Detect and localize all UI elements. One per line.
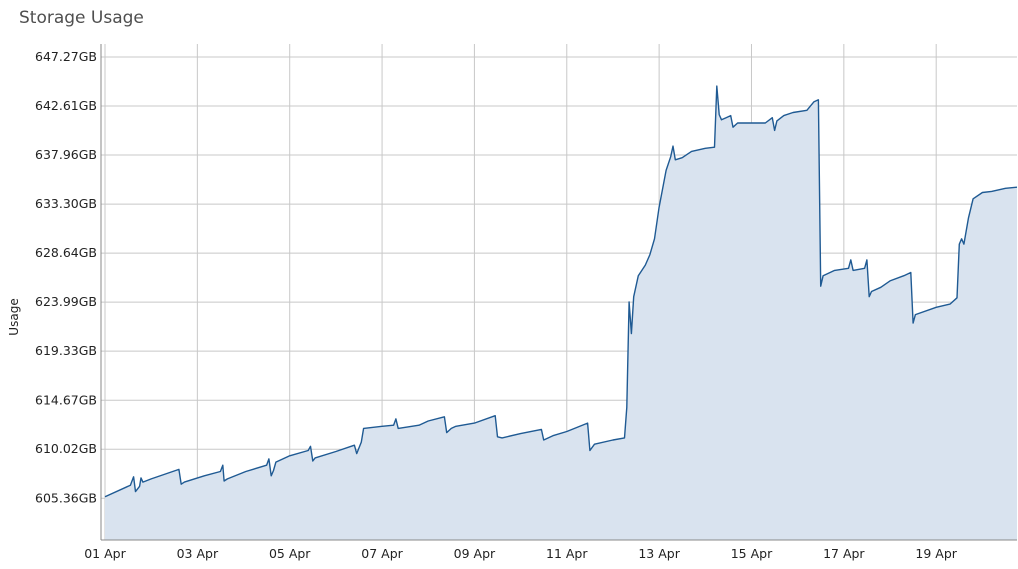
x-tick-label: 05 Apr [269,546,311,561]
y-tick-label: 633.30GB [35,196,97,211]
x-tick-label: 13 Apr [638,546,680,561]
y-tick-label: 605.36GB [35,490,97,505]
x-tick-label: 09 Apr [454,546,496,561]
plot-area [104,85,1018,540]
chart-title: Storage Usage [19,8,144,28]
y-tick-label: 619.33GB [35,343,97,358]
y-axis-label: Usage [7,298,21,335]
axes [100,44,1017,541]
x-tick-label: 07 Apr [361,546,403,561]
y-tick-label: 628.64GB [35,245,97,260]
x-tick-label: 19 Apr [915,546,957,561]
y-tick-label: 610.02GB [35,441,97,456]
series-line [104,85,1018,498]
x-axis-ticks: 01 Apr 03 Apr 05 Apr 07 Apr 09 Apr 11 Apr 13 A… [84,546,958,561]
y-tick-label: 642.61GB [35,98,97,113]
y-tick-label: 614.67GB [35,392,97,407]
x-tick-label: 15 Apr [731,546,773,561]
x-tick-label: 11 Apr [546,546,588,561]
x-tick-label: 03 Apr [177,546,219,561]
y-axis-ticks: 605.36GB 610.02GB 614.67GB 619.33GB 623.99GB… [35,49,97,505]
y-tick-label: 623.99GB [35,294,97,309]
x-tick-label: 17 Apr [823,546,865,561]
series-area [105,86,1017,540]
y-tick-label: 637.96GB [35,147,97,162]
x-tick-label: 01 Apr [84,546,126,561]
y-tick-label: 647.27GB [35,49,97,64]
